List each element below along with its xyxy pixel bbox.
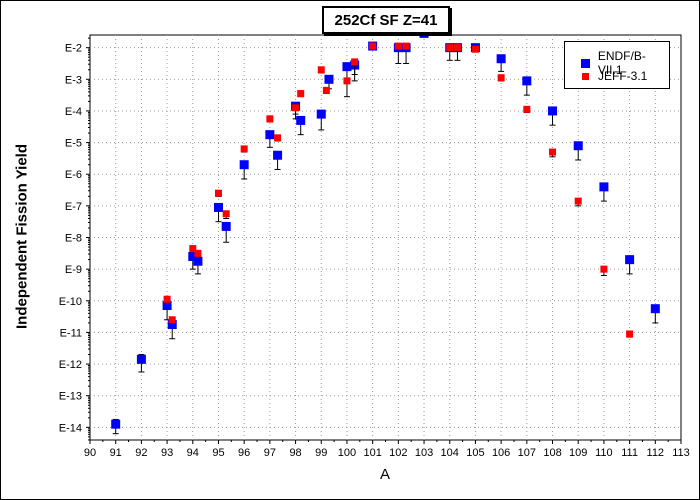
jeff-point — [322, 86, 330, 94]
x-tick-label: 103 — [415, 447, 433, 459]
jeff-point — [274, 134, 282, 142]
x-tick-label: 105 — [466, 447, 484, 459]
x-tick-label: 96 — [238, 447, 250, 459]
jeff-point — [574, 197, 582, 205]
jeff-point — [453, 44, 461, 52]
y-tick-label: E-13 — [59, 391, 82, 403]
endf-point — [221, 221, 231, 231]
jeff-point — [497, 74, 505, 82]
jeff-point — [343, 77, 351, 85]
y-tick-label: E-11 — [60, 327, 82, 339]
y-tick-label: E-6 — [65, 169, 82, 181]
endf-point — [167, 320, 177, 330]
jeff-point — [600, 265, 608, 273]
x-tick-label: 92 — [135, 447, 147, 459]
x-tick-label: 97 — [264, 447, 276, 459]
endf-point — [265, 130, 275, 140]
jeff-point — [394, 42, 402, 50]
jeff-point — [266, 115, 274, 123]
jeff-point — [317, 66, 325, 74]
y-tick-label: E-2 — [65, 43, 82, 55]
x-tick-label: 113 — [672, 447, 690, 459]
x-tick-label: 100 — [338, 447, 356, 459]
endf-point — [342, 62, 352, 72]
y-tick-label: E-14 — [59, 422, 82, 434]
x-tick-label: 110 — [595, 447, 613, 459]
y-axis-label: Independent Fission Yield — [13, 143, 31, 330]
chart-title: 252Cf SF Z=41 — [322, 6, 450, 34]
endf-point — [188, 251, 198, 261]
endf-point — [193, 256, 203, 266]
jeff-point — [369, 42, 377, 50]
y-tick-label: E-8 — [65, 233, 82, 245]
x-tick-label: 104 — [441, 447, 459, 459]
legend: ENDF/B-VII.1 JEFF-3.1 — [564, 41, 670, 89]
x-tick-label: 99 — [315, 447, 327, 459]
endf-point — [296, 115, 306, 125]
jeff-point — [189, 245, 197, 253]
x-tick-label: 111 — [621, 447, 638, 459]
y-tick-label: E-12 — [59, 359, 82, 371]
endf-point — [625, 255, 635, 265]
endf-point — [324, 74, 334, 84]
legend-label-endf: ENDF/B-VII.1 — [597, 49, 646, 77]
jeff-point — [168, 316, 176, 324]
endf-point — [213, 202, 223, 212]
x-tick-label: 95 — [212, 447, 224, 459]
legend-item-endf: ENDF/B-VII.1 — [573, 49, 669, 77]
x-tick-label: 112 — [647, 447, 665, 459]
legend-swatch-jeff — [582, 72, 589, 80]
x-tick-label: 101 — [363, 447, 381, 459]
endf-point — [111, 419, 121, 429]
jeff-point — [626, 330, 634, 338]
legend-label-jeff: JEFF-3.1 — [598, 69, 648, 83]
endf-point — [273, 150, 283, 160]
jeff-point — [446, 44, 454, 52]
x-tick-label: 90 — [84, 447, 96, 459]
x-tick-label: 94 — [187, 447, 199, 459]
jeff-point — [163, 295, 171, 303]
jeff-point — [523, 105, 531, 113]
x-tick-label: 91 — [110, 447, 122, 459]
x-tick-label: 106 — [492, 447, 510, 459]
y-tick-label: E-3 — [65, 74, 82, 86]
endf-point — [650, 304, 660, 314]
y-tick-label: E-9 — [65, 264, 82, 276]
jeff-point — [222, 210, 230, 218]
endf-point — [162, 301, 172, 311]
endf-point — [496, 54, 506, 64]
endf-point — [573, 141, 583, 151]
endf-point — [522, 76, 532, 86]
y-tick-label: E-10 — [59, 296, 82, 308]
x-tick-label: 109 — [569, 447, 587, 459]
x-tick-label: 98 — [289, 447, 301, 459]
x-tick-label: 93 — [161, 447, 173, 459]
endf-point — [316, 109, 326, 119]
x-tick-label: 107 — [518, 447, 536, 459]
jeff-point — [297, 90, 305, 98]
jeff-point — [549, 148, 557, 156]
jeff-point — [471, 45, 479, 53]
legend-item-jeff: JEFF-3.1 — [573, 69, 647, 83]
jeff-point — [402, 42, 410, 50]
x-tick-label: 102 — [389, 447, 407, 459]
x-tick-label: 108 — [543, 447, 561, 459]
y-tick-label: E-5 — [65, 138, 82, 150]
jeff-point — [240, 145, 248, 153]
jeff-point — [194, 249, 202, 257]
legend-swatch-endf — [581, 58, 590, 68]
endf-point — [239, 160, 249, 170]
x-axis-label: A — [379, 466, 390, 483]
endf-point — [599, 182, 609, 192]
endf-point — [136, 354, 146, 364]
jeff-point — [214, 189, 222, 197]
endf-point — [548, 106, 558, 116]
y-tick-label: E-7 — [65, 201, 82, 213]
jeff-point — [292, 104, 300, 112]
y-tick-label: E-4 — [65, 106, 82, 118]
jeff-point — [351, 58, 359, 66]
